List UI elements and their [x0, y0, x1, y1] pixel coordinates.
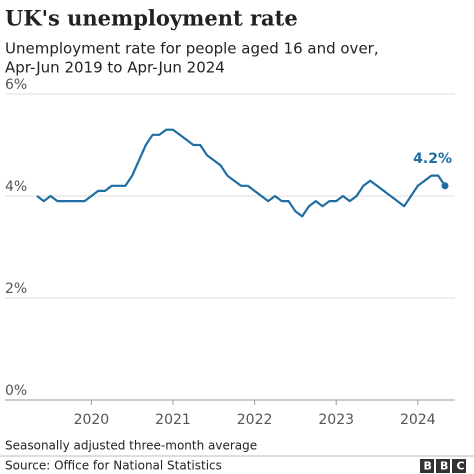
x-tick-label: 2021: [155, 412, 191, 428]
logo: BBC: [420, 459, 473, 473]
x-tick-label: 2022: [237, 412, 273, 428]
line: [36, 128, 446, 218]
chart-title: UK's unemployment rate: [5, 6, 298, 31]
y-tick-label: 0%: [5, 383, 27, 399]
note: Seasonally adjusted three-month average: [5, 439, 257, 453]
chart-subtitle: Apr-Jun 2019 to Apr-Jun 2024: [5, 59, 225, 77]
x-tick-label: 2023: [318, 412, 354, 428]
end-point: [441, 182, 449, 190]
y-tick-label: 4%: [5, 179, 27, 195]
logo-box: [420, 459, 434, 473]
x-tick-label: 2024: [400, 412, 436, 428]
logo-text: BBC: [424, 460, 473, 473]
y-tick-label: 6%: [5, 77, 27, 93]
value-label: 4.2%: [413, 151, 452, 167]
y-tick-label: 2%: [5, 281, 27, 297]
source: Source: Office for National Statistics: [5, 459, 222, 473]
x-tick-label: 2020: [74, 412, 110, 428]
logo-box: [436, 459, 450, 473]
logo-box: [452, 459, 466, 473]
chart-subtitle: Unemployment rate for people aged 16 and…: [5, 40, 379, 58]
